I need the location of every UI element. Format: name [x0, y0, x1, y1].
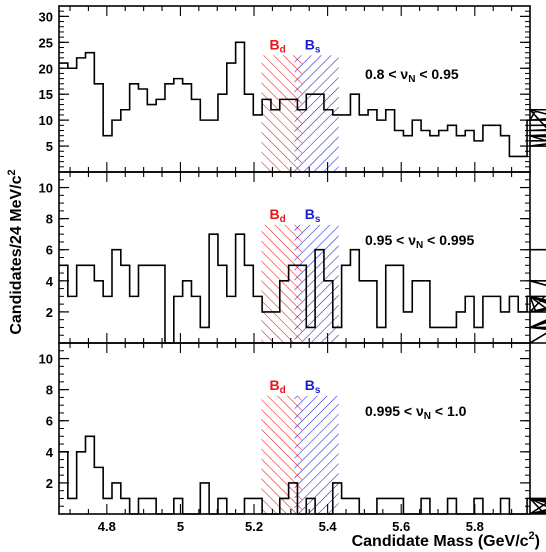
x-axis-title-main: Candidate Mass (GeV/c: [352, 533, 529, 550]
region-label-Bd: Bd: [270, 206, 286, 225]
region-label-sub: s: [315, 44, 321, 55]
region-label-sub: s: [315, 214, 321, 225]
panel-1: Bd Bs 5 10 15 20 25 30 0.8 < νN < 0.95: [39, 5, 546, 173]
region-label-sub: d: [280, 385, 286, 396]
x-tick-label: 5.8: [466, 519, 484, 534]
selection-label: 0.995 < νN < 1.0: [365, 403, 467, 422]
selection-label-post: < 0.995: [423, 232, 474, 248]
y-tick-label: 8: [46, 212, 53, 227]
region-label-Bs: Bs: [305, 36, 321, 55]
y-tick-label: 15: [39, 87, 53, 102]
region-label-Bs: Bs: [305, 206, 321, 225]
region-label-sub: d: [280, 44, 286, 55]
panel-2: Bd Bs 2 4 6 8 10 0.95 < νN < 0.995: [39, 171, 546, 344]
y-tick-label: 6: [46, 243, 53, 258]
x-axis-title-close: ): [535, 533, 540, 550]
hatch-region-Bs: [294, 55, 339, 172]
y-axis-title-main: Candidates/24 MeV/c: [8, 175, 25, 334]
y-axis-title: Candidates/24 MeV/c2: [6, 169, 25, 334]
y-tick-label: 25: [39, 35, 53, 50]
region-label-Bs: Bs: [305, 377, 321, 396]
selection-label-sub: N: [408, 74, 415, 85]
y-axis-title-sup: 2: [6, 169, 18, 175]
x-tick-label: 5.2: [245, 519, 263, 534]
x-tick-label: 5: [177, 519, 184, 534]
y-tick-label: 8: [46, 383, 53, 398]
histogram-series: [59, 435, 546, 515]
y-tick-label: 2: [46, 476, 53, 491]
y-tick-label: 30: [39, 9, 53, 24]
y-tick-label: 2: [46, 305, 53, 320]
region-label-sub: s: [315, 385, 321, 396]
y-tick-label: 5: [46, 139, 53, 154]
x-tick-label: 4.8: [98, 519, 116, 534]
y-tick-label: 6: [46, 414, 53, 429]
selection-label: 0.95 < νN < 0.995: [365, 232, 474, 251]
x-axis-title-sup: 2: [529, 530, 535, 542]
y-tick-label: 10: [39, 113, 53, 128]
selection-label-sub: N: [424, 411, 431, 422]
region-label-sub: d: [280, 214, 286, 225]
x-axis-title: Candidate Mass (GeV/c2): [352, 530, 540, 550]
selection-label-sub: N: [416, 240, 423, 251]
x-tick-label: 5.6: [392, 519, 410, 534]
histogram-series: [59, 41, 546, 158]
hatch-region-Bs: [294, 224, 339, 343]
selection-label: 0.8 < νN < 0.95: [365, 66, 459, 85]
selection-label-post: < 0.95: [415, 66, 458, 82]
y-tick-label: 4: [46, 445, 54, 460]
y-tick-label: 10: [39, 181, 53, 196]
y-tick-label: 20: [39, 61, 53, 76]
y-tick-label: 4: [46, 274, 54, 289]
region-label-Bd: Bd: [270, 377, 286, 396]
region-label-Bd: Bd: [270, 36, 286, 55]
panel-3: Bd Bs 2 4 6 8 10 0.995 < νN < 1.0: [39, 342, 546, 515]
x-tick-label: 5.4: [319, 519, 338, 534]
y-tick-label: 10: [39, 352, 53, 367]
selection-label-post: < 1.0: [431, 403, 467, 419]
hatch-region-Bs: [294, 395, 339, 514]
